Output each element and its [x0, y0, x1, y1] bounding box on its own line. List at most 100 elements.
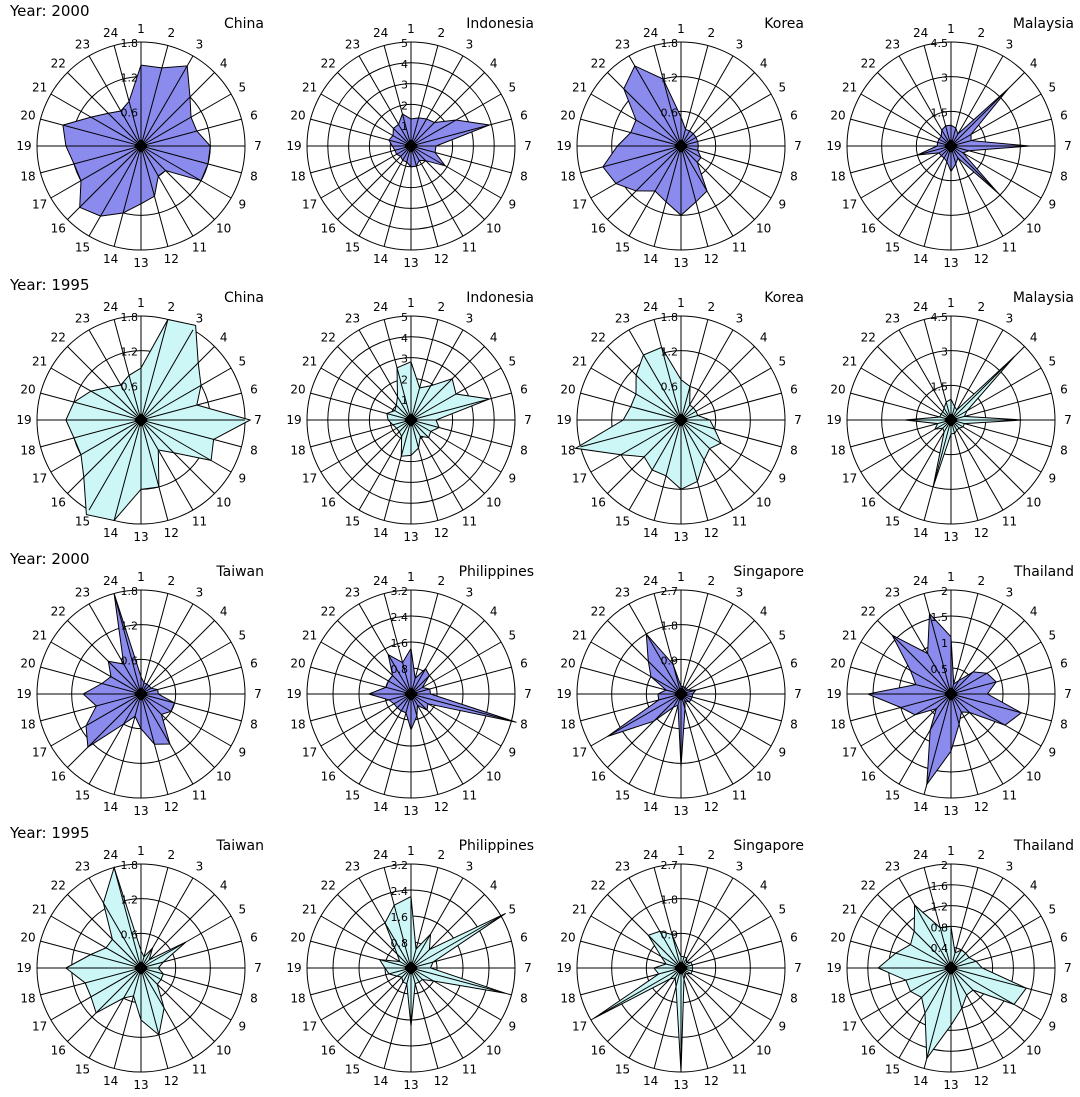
spoke-gridline: [950, 329, 1004, 421]
category-label: 9: [778, 198, 786, 212]
spoke-gridline: [383, 867, 412, 969]
category-label: 3: [196, 38, 204, 52]
spoke-gridline: [410, 145, 502, 199]
spoke-gridline: [140, 45, 169, 147]
spoke-gridline: [140, 145, 169, 247]
category-label: 19: [16, 687, 31, 701]
spoke-gridline: [607, 693, 682, 768]
radar-panel: 0.6 1.2 1.8 1 2 3 4 5 6 7 8 9 10 11 12 13 14 15 16 17 18 19 20…: [0, 0, 270, 274]
category-label: 1: [137, 296, 145, 310]
category-label: 2: [167, 574, 175, 588]
category-label: 10: [756, 1044, 771, 1058]
category-label: 11: [732, 514, 747, 528]
spoke-gridline: [877, 620, 952, 695]
spoke-gridline: [653, 45, 682, 147]
category-label: 7: [1064, 687, 1072, 701]
category-label: 5: [508, 903, 516, 917]
ring-value-label: 2: [941, 585, 948, 598]
spoke-gridline: [140, 693, 242, 722]
category-label: 20: [830, 109, 845, 123]
category-label: 20: [830, 657, 845, 671]
spoke-gridline: [410, 967, 502, 1021]
category-label: 16: [51, 222, 66, 236]
spoke-gridline: [140, 877, 194, 969]
spoke-gridline: [923, 593, 952, 695]
spoke-gridline: [950, 419, 1025, 494]
category-label: 2: [977, 300, 985, 314]
country-title: Philippines: [458, 564, 534, 580]
spoke-gridline: [607, 72, 682, 147]
category-label: 9: [238, 746, 246, 760]
category-label: 1: [947, 22, 955, 36]
country-title: Taiwan: [216, 838, 264, 854]
category-label: 18: [290, 717, 305, 731]
center-marker: [134, 413, 148, 427]
category-label: 16: [861, 222, 876, 236]
spoke-gridline: [140, 145, 194, 237]
spoke-gridline: [140, 367, 232, 421]
series-area: [602, 65, 708, 216]
spoke-gridline: [850, 666, 952, 695]
spoke-gridline: [40, 693, 142, 722]
category-label: 17: [302, 472, 317, 486]
ring-value-label: 1.5: [931, 106, 949, 119]
ring-value-label: 1.6: [931, 880, 949, 893]
category-label: 19: [826, 961, 841, 975]
category-label: 3: [466, 860, 474, 874]
spoke-gridline: [410, 915, 502, 969]
ring-value-label: 4: [401, 58, 408, 71]
series-area: [64, 865, 187, 1036]
category-label: 14: [643, 1074, 658, 1088]
category-label: 18: [290, 443, 305, 457]
spoke-gridline: [310, 419, 412, 448]
category-label: 23: [615, 586, 630, 600]
spoke-gridline: [898, 877, 952, 969]
category-label: 22: [591, 878, 606, 892]
spoke-gridline: [410, 967, 464, 1059]
spoke-gridline: [680, 419, 709, 521]
spoke-gridline: [67, 967, 142, 1042]
category-label: 1: [137, 570, 145, 584]
spoke-gridline: [590, 367, 682, 421]
spoke-gridline: [410, 145, 439, 247]
category-label: 14: [103, 800, 118, 814]
spoke-gridline: [680, 346, 755, 421]
spoke-gridline: [950, 593, 979, 695]
spoke-gridline: [113, 419, 142, 521]
category-label: 22: [591, 330, 606, 344]
category-label: 17: [572, 198, 587, 212]
spoke-gridline: [923, 867, 952, 969]
category-label: 11: [192, 788, 207, 802]
spoke-gridline: [140, 693, 232, 747]
category-label: 14: [913, 526, 928, 540]
category-label: 4: [760, 56, 768, 70]
spoke-gridline: [923, 967, 952, 1069]
spoke-gridline: [680, 693, 734, 785]
category-label: 1: [137, 22, 145, 36]
category-label: 23: [75, 38, 90, 52]
spoke-gridline: [140, 329, 194, 421]
ring-value-label: 1: [401, 120, 408, 133]
ring-value-label: 4.5: [931, 37, 949, 50]
center-marker: [944, 687, 958, 701]
spoke-gridline: [898, 693, 952, 785]
category-label: 8: [250, 991, 258, 1005]
spoke-gridline: [950, 666, 1052, 695]
spoke-gridline: [88, 877, 142, 969]
country-title: Malaysia: [1012, 16, 1074, 32]
spoke-gridline: [410, 666, 512, 695]
spoke-gridline: [410, 967, 485, 1042]
country-title: Philippines: [458, 838, 534, 854]
ring-value-label: 3: [941, 72, 948, 85]
spoke-gridline: [410, 145, 485, 220]
category-label: 15: [345, 1062, 360, 1076]
category-label: 16: [321, 222, 336, 236]
ring-value-label: 3: [401, 353, 408, 366]
category-label: 18: [560, 443, 575, 457]
category-label: 22: [51, 330, 66, 344]
spoke-gridline: [950, 693, 1052, 722]
category-label: 24: [103, 848, 118, 862]
spoke-gridline: [410, 967, 512, 996]
spoke-gridline: [40, 118, 142, 147]
category-label: 23: [345, 860, 360, 874]
